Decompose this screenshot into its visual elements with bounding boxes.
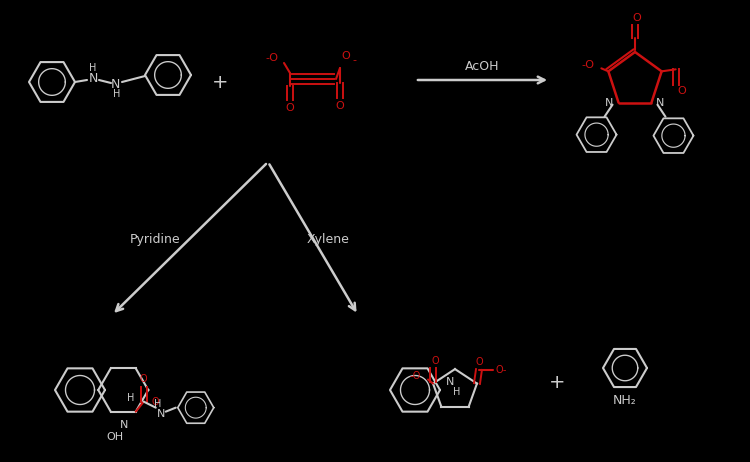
Text: H: H	[113, 89, 121, 99]
Text: N: N	[110, 78, 120, 91]
Text: N: N	[88, 72, 98, 85]
Text: O: O	[341, 51, 350, 61]
Text: O: O	[632, 13, 641, 23]
Text: +: +	[211, 73, 228, 91]
Text: -: -	[352, 55, 356, 65]
Text: O: O	[476, 357, 483, 366]
Text: H: H	[89, 63, 97, 73]
Text: NH₂: NH₂	[614, 395, 637, 407]
Text: O: O	[152, 397, 160, 407]
Text: O-: O-	[495, 365, 507, 375]
Text: Pyridine: Pyridine	[130, 233, 180, 247]
Text: H: H	[453, 387, 460, 397]
Text: AcOH: AcOH	[465, 61, 500, 73]
Text: Xylene: Xylene	[307, 233, 350, 247]
Text: O: O	[140, 374, 148, 383]
Text: N: N	[656, 97, 664, 108]
Text: O: O	[336, 101, 344, 111]
Text: -O: -O	[582, 61, 595, 70]
Text: H: H	[154, 399, 161, 409]
Text: N: N	[446, 377, 454, 387]
Text: OH: OH	[106, 432, 124, 442]
Text: O: O	[431, 356, 439, 365]
Text: N: N	[605, 97, 613, 108]
Text: H: H	[127, 393, 134, 403]
Text: O: O	[677, 86, 686, 97]
Text: N: N	[120, 420, 128, 430]
Text: +: +	[549, 372, 566, 391]
Text: N: N	[157, 409, 165, 419]
Text: -O: -O	[410, 371, 421, 381]
Text: -O: -O	[266, 53, 278, 63]
Text: O: O	[286, 103, 294, 113]
